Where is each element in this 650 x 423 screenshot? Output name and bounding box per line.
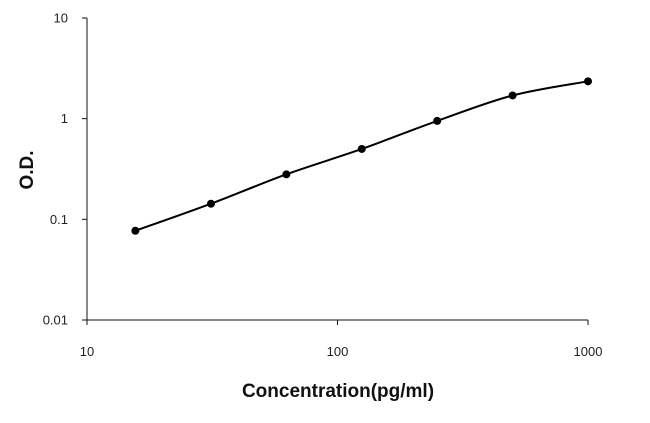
data-point xyxy=(282,170,291,179)
y-tick-label: 0.1 xyxy=(50,212,68,227)
x-tick-label: 100 xyxy=(327,344,349,359)
y-tick-label: 10 xyxy=(54,11,68,26)
x-tick-label: 1000 xyxy=(574,344,603,359)
data-point xyxy=(131,226,140,235)
data-point xyxy=(433,116,442,125)
ticks xyxy=(82,17,589,325)
tick-labels: 0.01 0.1 1 10 10 100 1000 xyxy=(43,11,603,360)
fit-curve xyxy=(135,80,589,232)
axes xyxy=(86,18,588,321)
y-axis-title: O.D. xyxy=(17,150,38,189)
y-tick-label: 0.01 xyxy=(43,313,68,328)
data-point xyxy=(206,199,215,208)
y-tick-label: 1 xyxy=(61,111,68,126)
data-point xyxy=(584,77,592,86)
data-point xyxy=(357,144,366,153)
data-point xyxy=(508,91,517,100)
x-tick-label: 10 xyxy=(80,344,94,359)
x-axis-title: Concentration(pg/ml) xyxy=(242,381,434,402)
data-points xyxy=(131,77,592,235)
